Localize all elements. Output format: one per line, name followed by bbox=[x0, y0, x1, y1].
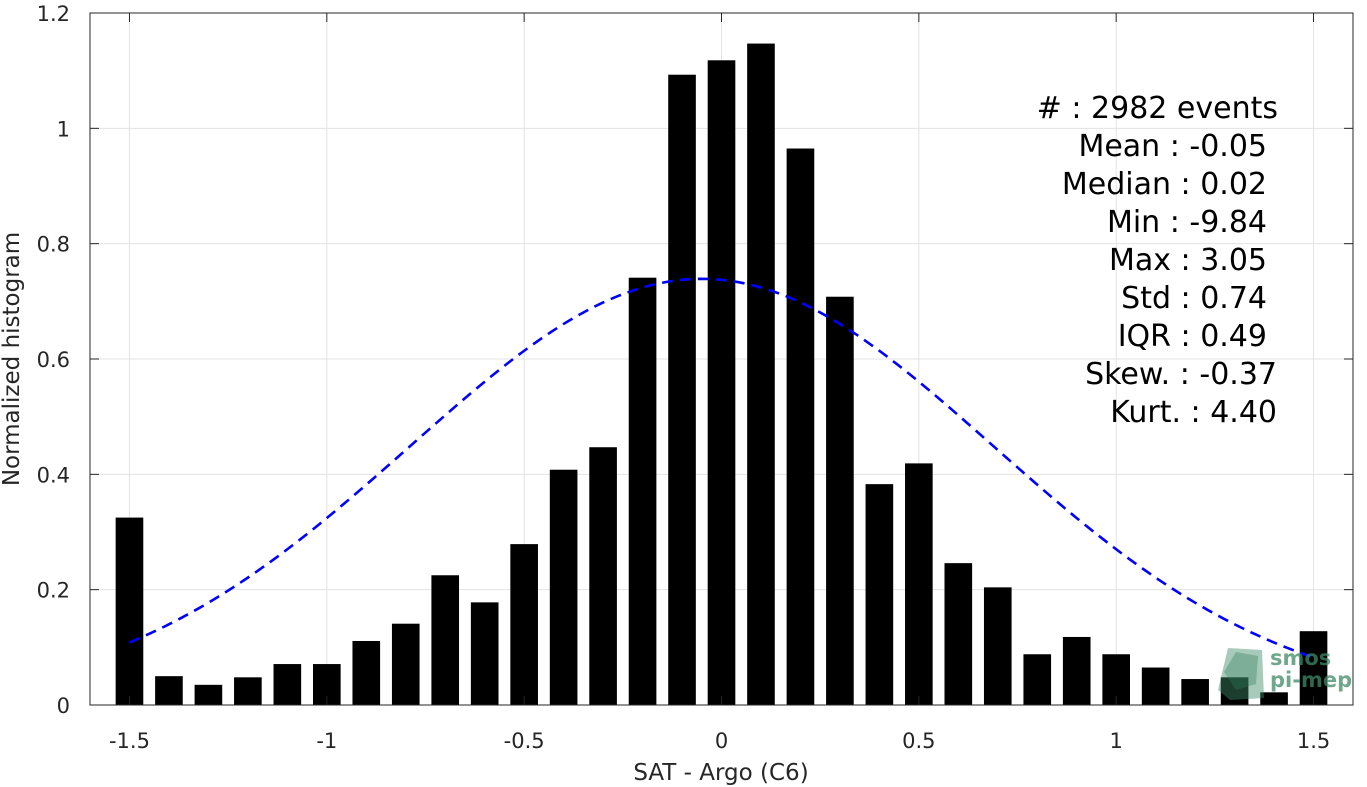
histogram-bar bbox=[589, 447, 617, 705]
logo-shape-inner-icon bbox=[1224, 652, 1258, 690]
histogram-bar bbox=[1299, 631, 1328, 705]
stat-std: Std : 0.74 bbox=[1121, 281, 1267, 316]
histogram-bar bbox=[352, 640, 381, 705]
histogram-bar bbox=[707, 60, 736, 705]
x-axis-label: SAT - Argo (C6) bbox=[633, 760, 808, 786]
fit-curve-layer bbox=[128, 277, 1314, 659]
tick-label-layer: -1.5 -1 -0.5 0 0.5 1 1.5 0 0.2 0.4 0.6 0.8 1 1.2 bbox=[37, 2, 1331, 753]
x-tick-label: -0.5 bbox=[504, 729, 545, 753]
stat-max: Max : 3.05 bbox=[1109, 243, 1267, 278]
stat-events: # : 2982 events bbox=[1037, 91, 1278, 126]
y-tick-label: 1 bbox=[57, 117, 70, 141]
x-tick-label: 0.5 bbox=[902, 729, 935, 753]
histogram-bar bbox=[983, 587, 1012, 705]
x-tick-label: 1.5 bbox=[1297, 729, 1330, 753]
histogram-bar bbox=[905, 463, 933, 705]
y-tick-label: 0.4 bbox=[37, 463, 70, 487]
histogram-bar bbox=[826, 296, 854, 705]
y-tick-label: 1.2 bbox=[37, 2, 70, 26]
histogram-bar bbox=[865, 484, 894, 705]
x-tick-label: -1.5 bbox=[109, 729, 150, 753]
gaussian-fit-curve bbox=[128, 277, 1314, 659]
histogram-bar bbox=[944, 563, 973, 705]
histogram-bar bbox=[747, 43, 775, 705]
x-tick-label: 1 bbox=[1110, 729, 1123, 753]
histogram-bar bbox=[1220, 677, 1249, 705]
y-tick-label: 0 bbox=[57, 694, 70, 718]
y-tick-label: 0.6 bbox=[37, 348, 70, 372]
histogram-bar bbox=[786, 148, 815, 705]
histogram-bar bbox=[115, 517, 144, 705]
x-tick-label: 0 bbox=[715, 729, 728, 753]
stat-iqr: IQR : 0.49 bbox=[1118, 319, 1267, 354]
logo-text-smos: smos bbox=[1270, 646, 1331, 670]
histogram-bar bbox=[1260, 692, 1288, 705]
histogram-bar bbox=[194, 684, 223, 705]
logo-text-pi-mep: pi-mep bbox=[1270, 668, 1352, 692]
histogram-bar bbox=[549, 469, 578, 705]
x-tick-label: -1 bbox=[316, 729, 337, 753]
histogram-bar bbox=[1062, 636, 1091, 705]
histogram-bar bbox=[628, 277, 657, 705]
histogram-bar bbox=[431, 575, 460, 705]
stat-median: Median : 0.02 bbox=[1062, 167, 1267, 202]
stat-mean: Mean : -0.05 bbox=[1078, 129, 1267, 164]
histogram-bar bbox=[668, 74, 696, 706]
histogram-bar bbox=[1141, 667, 1170, 705]
histogram-bar bbox=[1023, 654, 1052, 705]
stat-min: Min : -9.84 bbox=[1107, 205, 1267, 240]
stat-skew: Skew. : -0.37 bbox=[1085, 357, 1277, 392]
axes-layer bbox=[89, 12, 1354, 706]
stat-kurt: Kurt. : 4.40 bbox=[1110, 395, 1277, 430]
logo-shape-icon bbox=[1218, 648, 1264, 700]
histogram-bar bbox=[470, 602, 499, 705]
y-tick-label: 0.8 bbox=[37, 233, 70, 257]
y-tick-label: 0.2 bbox=[37, 579, 70, 603]
histogram-bar bbox=[234, 677, 262, 705]
histogram-bar bbox=[510, 544, 538, 705]
histogram-bar bbox=[1181, 679, 1209, 705]
smos-pi-mep-logo: smos pi-mep bbox=[1218, 646, 1352, 700]
bar-layer bbox=[115, 43, 1328, 706]
histogram-bar bbox=[391, 623, 420, 705]
y-axis-label: Normalized histogram bbox=[0, 232, 25, 486]
stats-annotation: # : 2982 events Mean : -0.05 Median : 0.… bbox=[1037, 91, 1278, 430]
histogram-bar bbox=[155, 676, 183, 705]
histogram-bar bbox=[273, 664, 302, 705]
